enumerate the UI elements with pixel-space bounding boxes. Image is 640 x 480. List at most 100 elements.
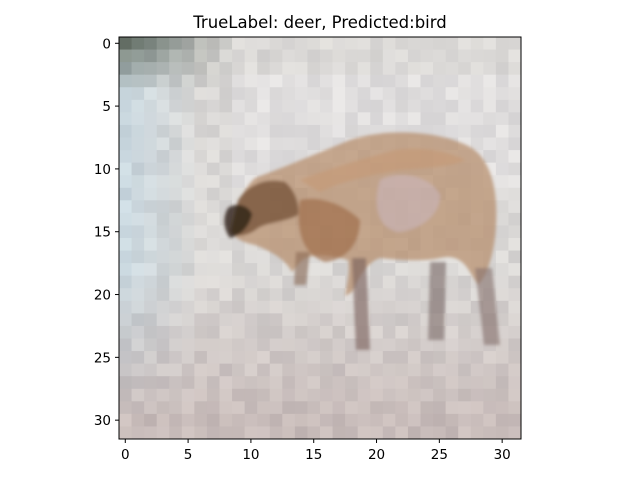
image-pixel [496, 213, 509, 226]
image-pixel [194, 339, 207, 352]
image-pixel [370, 414, 383, 427]
image-pixel [182, 125, 195, 138]
image-pixel [232, 150, 245, 163]
image-pixel [395, 37, 408, 50]
image-pixel [496, 75, 509, 88]
image-pixel [157, 213, 170, 226]
image-pixel [446, 389, 459, 402]
image-pixel [245, 351, 258, 364]
image-pixel [408, 376, 421, 389]
image-pixel [207, 112, 220, 125]
image-pixel [232, 112, 245, 125]
image-pixel [119, 50, 132, 63]
image-pixel [245, 376, 258, 389]
image-pixel [295, 75, 308, 88]
image-pixel [194, 389, 207, 402]
image-pixel [446, 100, 459, 113]
image-pixel [395, 326, 408, 339]
image-pixel [157, 364, 170, 377]
image-pixel [207, 238, 220, 251]
y-tick-label: 0 [102, 36, 111, 52]
image-pixel [307, 313, 320, 326]
image-pixel [207, 426, 220, 439]
image-pixel [245, 263, 258, 276]
y-tick-label: 15 [94, 225, 111, 241]
image-pixel [496, 288, 509, 301]
image-pixel [446, 125, 459, 138]
image-pixel [395, 401, 408, 414]
image-pixel [446, 37, 459, 50]
image-pixel [295, 426, 308, 439]
image-pixel [182, 37, 195, 50]
image-pixel [157, 313, 170, 326]
image-pixel [207, 200, 220, 213]
image-pixel [320, 389, 333, 402]
image-pixel [207, 326, 220, 339]
image-pixel [358, 100, 371, 113]
image-pixel [508, 401, 521, 414]
image-pixel [119, 339, 132, 352]
image-pixel [458, 75, 471, 88]
image-pixel [345, 426, 358, 439]
image-pixel [232, 276, 245, 289]
image-pixel [245, 87, 258, 100]
image-pixel [483, 150, 496, 163]
image-pixel [471, 50, 484, 63]
image-pixel [358, 376, 371, 389]
image-pixel [282, 313, 295, 326]
image-pixel [446, 263, 459, 276]
image-pixel [383, 276, 396, 289]
image-pixel [508, 301, 521, 314]
image-pixel [320, 414, 333, 427]
image-pixel [295, 87, 308, 100]
image-pixel [144, 389, 157, 402]
image-pixel [458, 301, 471, 314]
image-pixel [508, 87, 521, 100]
image-pixel [270, 301, 283, 314]
image-pixel [483, 50, 496, 63]
image-pixel [119, 213, 132, 226]
image-pixel [270, 37, 283, 50]
image-pixel [220, 288, 233, 301]
image-pixel [245, 62, 258, 75]
image-pixel [295, 138, 308, 151]
image-pixel [433, 339, 446, 352]
image-pixel [182, 225, 195, 238]
image-pixel [345, 401, 358, 414]
image-pixel [257, 251, 270, 264]
image-pixel [345, 62, 358, 75]
image-pixel [320, 50, 333, 63]
image-pixel [232, 163, 245, 176]
image-pixel [508, 313, 521, 326]
image-pixel [169, 251, 182, 264]
image-pixel [395, 364, 408, 377]
image-pixel [144, 100, 157, 113]
image-pixel [446, 50, 459, 63]
image-pixel [395, 276, 408, 289]
image-pixel [144, 313, 157, 326]
image-pixel [207, 138, 220, 151]
image-pixel [144, 138, 157, 151]
image-pixel [508, 37, 521, 50]
image-pixel [245, 100, 258, 113]
image-pixel [333, 263, 346, 276]
image-pixel [471, 389, 484, 402]
image-pixel [370, 276, 383, 289]
image-pixel [119, 376, 132, 389]
image-pixel [132, 301, 145, 314]
image-pixel [433, 389, 446, 402]
image-pixel [207, 339, 220, 352]
image-pixel [257, 389, 270, 402]
image-pixel [157, 125, 170, 138]
image-pixel [245, 75, 258, 88]
image-pixel [182, 163, 195, 176]
image-pixel [119, 301, 132, 314]
image-pixel [194, 351, 207, 364]
image-pixel [320, 125, 333, 138]
image-pixel [282, 37, 295, 50]
image-pixel [270, 138, 283, 151]
image-pixel [207, 288, 220, 301]
image-pixel [320, 364, 333, 377]
image-pixel [345, 87, 358, 100]
image-pixel [282, 326, 295, 339]
